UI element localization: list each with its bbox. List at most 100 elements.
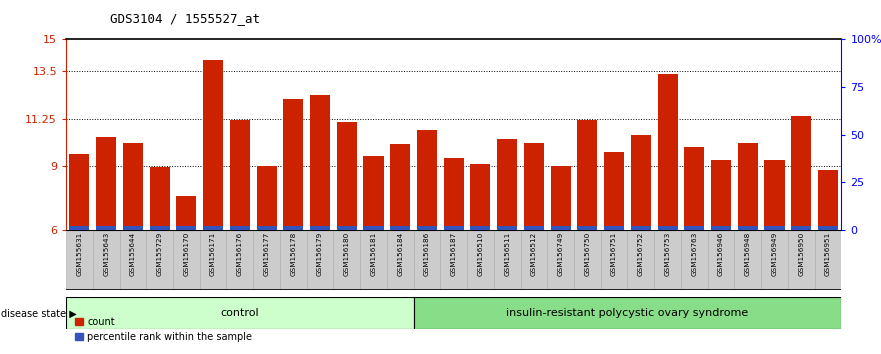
Text: GSM156763: GSM156763 — [692, 232, 698, 276]
Bar — [413, 230, 440, 290]
Text: GSM156187: GSM156187 — [451, 232, 456, 276]
Text: GSM156950: GSM156950 — [798, 232, 804, 276]
Bar — [604, 226, 624, 230]
Text: GDS3104 / 1555527_at: GDS3104 / 1555527_at — [110, 12, 260, 25]
Bar — [337, 122, 357, 230]
Bar — [497, 139, 517, 230]
Bar — [791, 116, 811, 230]
Bar — [761, 230, 788, 290]
Bar — [387, 230, 413, 290]
Bar — [93, 230, 120, 290]
Bar — [657, 74, 677, 230]
Bar — [150, 167, 170, 230]
Bar — [577, 120, 597, 230]
Bar — [226, 230, 253, 290]
Bar — [574, 230, 601, 290]
Bar — [765, 160, 785, 230]
Bar — [440, 230, 467, 290]
Bar — [604, 152, 624, 230]
Text: GSM156951: GSM156951 — [825, 232, 831, 276]
Bar — [711, 226, 731, 230]
Text: GSM156510: GSM156510 — [478, 232, 484, 276]
Bar — [417, 130, 437, 230]
Bar — [655, 230, 681, 290]
Bar — [551, 166, 571, 230]
Bar — [310, 226, 330, 230]
Bar — [66, 230, 93, 290]
Text: GSM156180: GSM156180 — [344, 232, 350, 276]
Legend: count, percentile rank within the sample: count, percentile rank within the sample — [71, 313, 256, 346]
Bar — [711, 160, 731, 230]
Bar — [284, 226, 303, 230]
Text: GSM156750: GSM156750 — [584, 232, 590, 276]
Text: GSM155729: GSM155729 — [157, 232, 163, 276]
Bar — [256, 226, 277, 230]
Bar — [200, 230, 226, 290]
Bar — [70, 154, 90, 230]
Bar — [681, 230, 707, 290]
Text: GSM155631: GSM155631 — [77, 232, 83, 276]
Text: GSM156751: GSM156751 — [611, 232, 617, 276]
Bar — [256, 166, 277, 230]
Bar — [470, 226, 491, 230]
Bar — [627, 230, 655, 290]
Bar — [390, 226, 411, 230]
Bar — [631, 135, 651, 230]
Bar — [551, 226, 571, 230]
Text: GSM156749: GSM156749 — [558, 232, 564, 276]
Bar — [120, 230, 146, 290]
Bar — [417, 226, 437, 230]
Bar — [204, 226, 223, 230]
Text: GSM156949: GSM156949 — [772, 232, 778, 276]
Bar — [360, 230, 387, 290]
Bar — [176, 226, 196, 230]
Bar — [96, 137, 116, 230]
Text: GSM156511: GSM156511 — [504, 232, 510, 276]
Bar — [337, 226, 357, 230]
Bar — [444, 226, 463, 230]
Bar — [310, 95, 330, 230]
Bar — [280, 230, 307, 290]
Bar — [524, 226, 544, 230]
Bar — [173, 230, 200, 290]
Bar — [577, 226, 597, 230]
Bar — [524, 143, 544, 230]
Bar — [333, 230, 360, 290]
Bar — [765, 226, 785, 230]
Text: control: control — [220, 308, 259, 318]
Text: GSM156946: GSM156946 — [718, 232, 724, 276]
Bar — [122, 226, 143, 230]
Bar — [707, 230, 735, 290]
Bar — [444, 158, 463, 230]
Bar — [815, 230, 841, 290]
Bar — [737, 226, 758, 230]
Text: GSM156171: GSM156171 — [210, 232, 216, 276]
Bar — [494, 230, 521, 290]
Bar — [230, 226, 250, 230]
Text: disease state ▶: disease state ▶ — [1, 308, 77, 318]
Bar — [547, 230, 574, 290]
Bar — [470, 164, 491, 230]
Bar — [737, 143, 758, 230]
Bar — [601, 230, 627, 290]
Bar — [150, 226, 170, 230]
Bar — [631, 226, 651, 230]
Bar — [96, 226, 116, 230]
Bar — [364, 226, 383, 230]
Bar — [521, 230, 547, 290]
Text: GSM156752: GSM156752 — [638, 232, 644, 276]
Bar — [66, 297, 413, 329]
Bar — [788, 230, 815, 290]
Bar — [497, 226, 517, 230]
Text: GSM156176: GSM156176 — [237, 232, 243, 276]
Bar — [176, 196, 196, 230]
Text: GSM156948: GSM156948 — [744, 232, 751, 276]
Bar — [230, 120, 250, 230]
Bar — [307, 230, 333, 290]
Bar — [390, 144, 411, 230]
Text: GSM156184: GSM156184 — [397, 232, 403, 276]
Text: GSM156178: GSM156178 — [291, 232, 296, 276]
Bar — [467, 230, 494, 290]
Bar — [657, 226, 677, 230]
Text: GSM156181: GSM156181 — [371, 232, 376, 276]
